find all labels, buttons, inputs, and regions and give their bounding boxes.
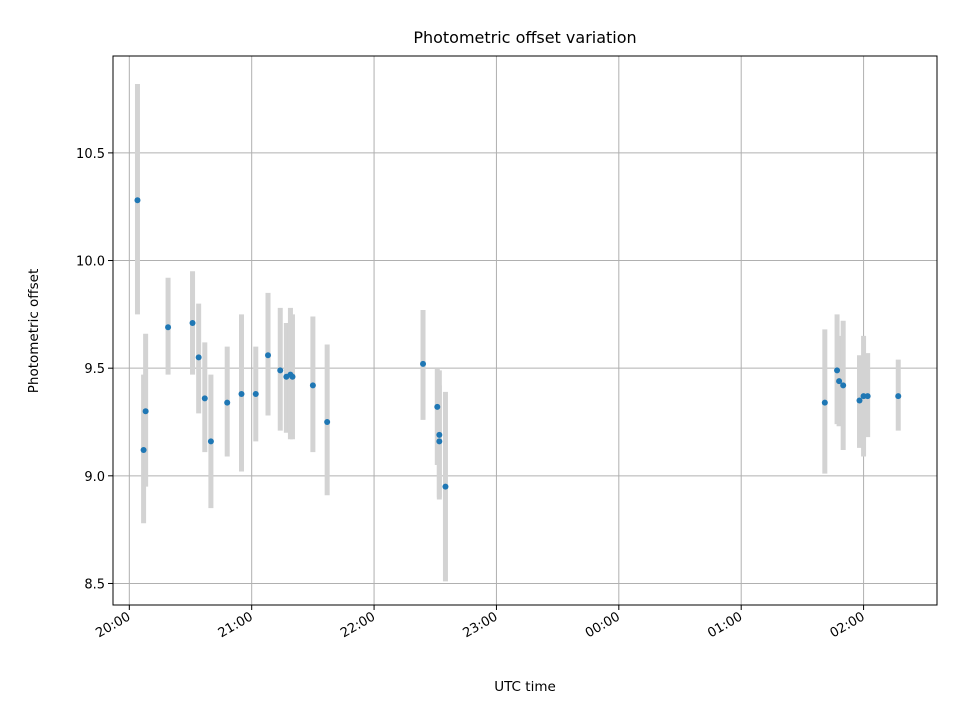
x-axis-label: UTC time — [494, 679, 556, 695]
data-point — [195, 354, 202, 361]
data-points — [134, 197, 902, 490]
data-point — [165, 324, 172, 331]
data-point — [224, 399, 231, 406]
data-point — [434, 403, 441, 410]
data-point — [201, 395, 208, 402]
plot-frame — [112, 55, 938, 606]
data-point — [142, 408, 149, 415]
y-axis-label: Photometric offset — [26, 269, 42, 393]
data-point — [436, 438, 443, 445]
data-point — [189, 319, 196, 326]
y-tick-label: 8.5 — [84, 577, 105, 592]
data-point — [436, 431, 443, 438]
data-point — [420, 360, 427, 367]
data-point — [834, 367, 841, 374]
y-axis-ticks: 8.5 9.0 9.5 10.0 10.5 — [76, 147, 113, 592]
data-point — [836, 378, 843, 385]
grid-lines — [113, 56, 937, 605]
data-point — [895, 393, 902, 400]
data-point — [864, 393, 871, 400]
data-point — [265, 352, 272, 359]
data-point — [821, 399, 828, 406]
data-point — [140, 446, 147, 453]
data-point — [207, 438, 214, 445]
y-tick-label: 9.5 — [84, 362, 105, 377]
data-point — [252, 391, 259, 398]
data-point — [856, 397, 863, 404]
data-point — [442, 483, 449, 490]
data-point — [324, 419, 331, 425]
data-point — [238, 391, 245, 398]
y-tick-label: 10.0 — [76, 255, 105, 270]
data-point — [277, 367, 284, 374]
data-point — [134, 197, 141, 204]
y-tick-label: 9.0 — [84, 470, 105, 485]
y-tick-label: 10.5 — [76, 147, 105, 162]
data-point — [289, 373, 296, 380]
data-point — [309, 382, 316, 389]
chart-title: Photometric offset variation — [413, 28, 636, 47]
data-point — [840, 382, 847, 389]
